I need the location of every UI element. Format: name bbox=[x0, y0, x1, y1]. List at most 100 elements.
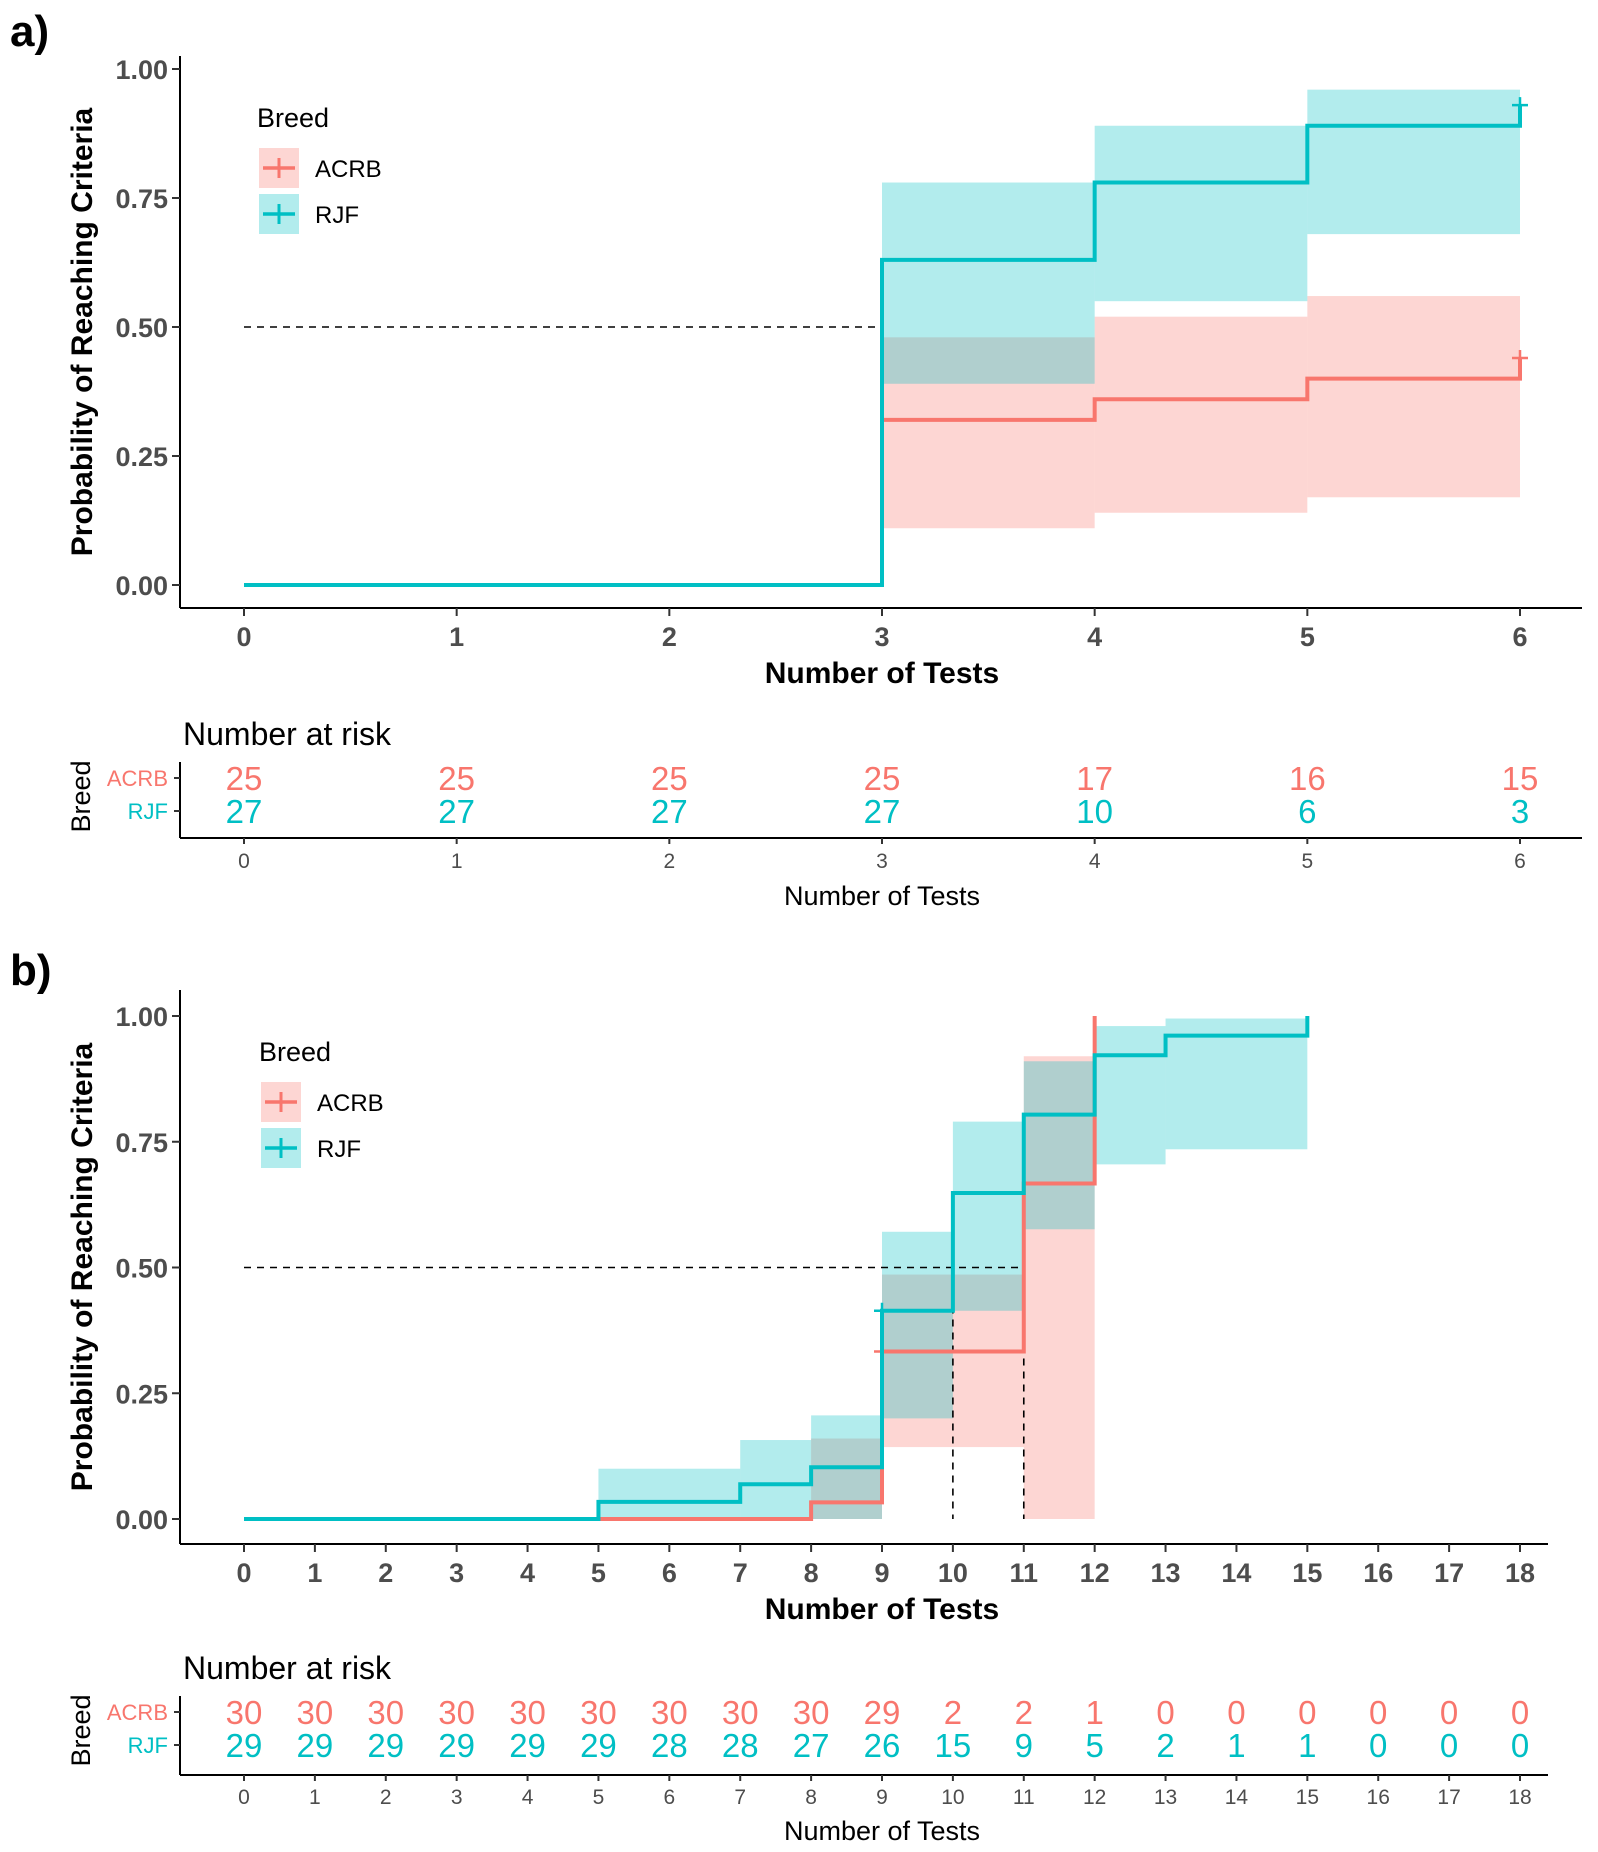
risk-count-rjf: 29 bbox=[438, 1727, 475, 1764]
y-tick-label: 0.25 bbox=[115, 442, 168, 472]
risk-count-rjf: 29 bbox=[580, 1727, 617, 1764]
risk-count-acrb: 2 bbox=[1015, 1694, 1033, 1731]
risk-x-tick-label: 12 bbox=[1083, 1786, 1106, 1809]
x-tick-label: 15 bbox=[1292, 1558, 1322, 1588]
x-tick-label: 10 bbox=[938, 1558, 968, 1588]
risk-count-rjf: 2 bbox=[1156, 1727, 1174, 1764]
risk-x-tick-label: 0 bbox=[238, 1786, 250, 1809]
risk-count-acrb: 0 bbox=[1298, 1694, 1316, 1731]
risk-count-rjf: 6 bbox=[1298, 793, 1316, 830]
ci-band-group-rjf bbox=[882, 89, 1520, 384]
x-tick-label: 3 bbox=[449, 1558, 464, 1588]
risk-count-rjf: 29 bbox=[367, 1727, 404, 1764]
x-tick-label: 0 bbox=[236, 622, 251, 652]
risk-x-axis-title: Number of Tests bbox=[784, 881, 980, 911]
x-tick-label: 2 bbox=[662, 622, 677, 652]
x-tick-label: 1 bbox=[449, 622, 464, 652]
risk-x-tick-label: 3 bbox=[876, 850, 888, 873]
risk-table-title: Number at risk bbox=[183, 1650, 392, 1686]
risk-x-tick-label: 6 bbox=[1514, 850, 1526, 873]
risk-count-acrb: 30 bbox=[580, 1694, 617, 1731]
x-tick-label: 3 bbox=[874, 622, 889, 652]
risk-x-tick-label: 13 bbox=[1154, 1786, 1177, 1809]
ci-band-rjf-8 bbox=[1165, 1018, 1308, 1150]
x-axis-title: Number of Tests bbox=[765, 1593, 999, 1626]
risk-count-rjf: 27 bbox=[226, 793, 263, 830]
risk-count-acrb: 25 bbox=[438, 760, 475, 797]
risk-count-rjf: 27 bbox=[651, 793, 688, 830]
risk-count-acrb: 29 bbox=[864, 1694, 901, 1731]
x-tick-label: 17 bbox=[1434, 1558, 1464, 1588]
y-tick-label: 0.75 bbox=[115, 184, 168, 214]
risk-x-tick-label: 7 bbox=[734, 1786, 746, 1809]
y-tick-label: 0.50 bbox=[115, 313, 168, 343]
survival-line-rjf bbox=[244, 1016, 1310, 1521]
risk-count-rjf: 0 bbox=[1440, 1727, 1458, 1764]
x-tick-label: 13 bbox=[1151, 1558, 1181, 1588]
legend: Breed ACRB RJF bbox=[259, 1037, 384, 1168]
risk-count-acrb: 30 bbox=[438, 1694, 475, 1731]
risk-count-acrb: 30 bbox=[509, 1694, 546, 1731]
risk-count-acrb: 30 bbox=[722, 1694, 759, 1731]
risk-count-acrb: 16 bbox=[1289, 760, 1326, 797]
legend: Breed ACRB RJF bbox=[257, 103, 382, 234]
risk-x-tick-label: 1 bbox=[451, 850, 463, 873]
ci-band-rjf-5 bbox=[952, 1121, 1024, 1311]
ci-band-rjf-7 bbox=[1094, 1026, 1166, 1165]
risk-count-rjf: 5 bbox=[1085, 1727, 1103, 1764]
ci-band-acrb-3 bbox=[1023, 1056, 1095, 1519]
risk-count-acrb: 30 bbox=[651, 1694, 688, 1731]
ci-band-rjf-6 bbox=[1023, 1061, 1095, 1230]
x-tick-label: 11 bbox=[1010, 1558, 1039, 1588]
risk-count-rjf: 10 bbox=[1076, 793, 1113, 830]
y-tick-label: 1.00 bbox=[115, 1002, 168, 1032]
risk-group-label-acrb: ACRB bbox=[107, 766, 168, 791]
risk-count-rjf: 29 bbox=[509, 1727, 546, 1764]
risk-x-tick-label: 14 bbox=[1225, 1786, 1249, 1809]
ci-band-rjf-3 bbox=[1307, 89, 1520, 235]
ci-band-rjf-1 bbox=[882, 182, 1095, 384]
risk-count-rjf: 15 bbox=[935, 1727, 972, 1764]
censor-mark-rjf bbox=[874, 1302, 890, 1319]
ci-band-group-acrb bbox=[882, 296, 1520, 529]
y-tick-label: 0.00 bbox=[115, 1505, 168, 1535]
x-tick-label: 6 bbox=[662, 1558, 677, 1588]
risk-count-acrb: 2 bbox=[944, 1694, 962, 1731]
risk-count-rjf: 9 bbox=[1015, 1727, 1033, 1764]
risk-count-rjf: 1 bbox=[1298, 1727, 1316, 1764]
risk-group-label-acrb: ACRB bbox=[107, 1700, 168, 1725]
risk-count-acrb: 0 bbox=[1369, 1694, 1387, 1731]
chart-panel-a: a) 0.00 0.25 0.50 0.75 1.00 0 1 2 3 4 5 6 Number of T… bbox=[10, 7, 1582, 911]
risk-count-acrb: 25 bbox=[864, 760, 901, 797]
y-tick-label: 1.00 bbox=[115, 55, 168, 85]
risk-x-tick-label: 0 bbox=[238, 850, 250, 873]
ci-band-rjf-2 bbox=[740, 1440, 812, 1519]
chart-panel-b: b)0.000.250.500.751.000 1 2 3 4 5 6 7 8 9 10 11 12 13… bbox=[10, 946, 1548, 1846]
risk-count-acrb: 0 bbox=[1227, 1694, 1245, 1731]
risk-count-acrb: 30 bbox=[297, 1694, 334, 1731]
x-tick-label: 0 bbox=[236, 1558, 251, 1588]
x-tick-label: 9 bbox=[874, 1558, 889, 1588]
risk-group-label-rjf: RJF bbox=[128, 1733, 168, 1758]
panel-label: a) bbox=[10, 7, 49, 56]
risk-count-acrb: 25 bbox=[651, 760, 688, 797]
risk-x-tick-label: 5 bbox=[1301, 850, 1313, 873]
x-tick-label: 5 bbox=[591, 1558, 606, 1588]
risk-x-tick-label: 3 bbox=[451, 1786, 463, 1809]
x-tick-label: 4 bbox=[520, 1558, 535, 1588]
x-tick-label: 5 bbox=[1300, 622, 1315, 652]
legend-label-acrb: ACRB bbox=[317, 1090, 384, 1117]
x-tick-label: 14 bbox=[1221, 1558, 1251, 1588]
x-tick-label: 16 bbox=[1363, 1558, 1393, 1588]
risk-x-tick-label: 17 bbox=[1437, 1786, 1460, 1809]
risk-x-tick-label: 4 bbox=[1089, 850, 1101, 873]
risk-count-rjf: 27 bbox=[438, 793, 475, 830]
ci-band-acrb-1 bbox=[882, 337, 1095, 529]
x-tick-label: 2 bbox=[378, 1558, 393, 1588]
risk-count-rjf: 0 bbox=[1511, 1727, 1529, 1764]
x-tick-label: 1 bbox=[307, 1558, 322, 1588]
legend-label-rjf: RJF bbox=[315, 202, 359, 229]
x-tick-label: 7 bbox=[733, 1558, 748, 1588]
